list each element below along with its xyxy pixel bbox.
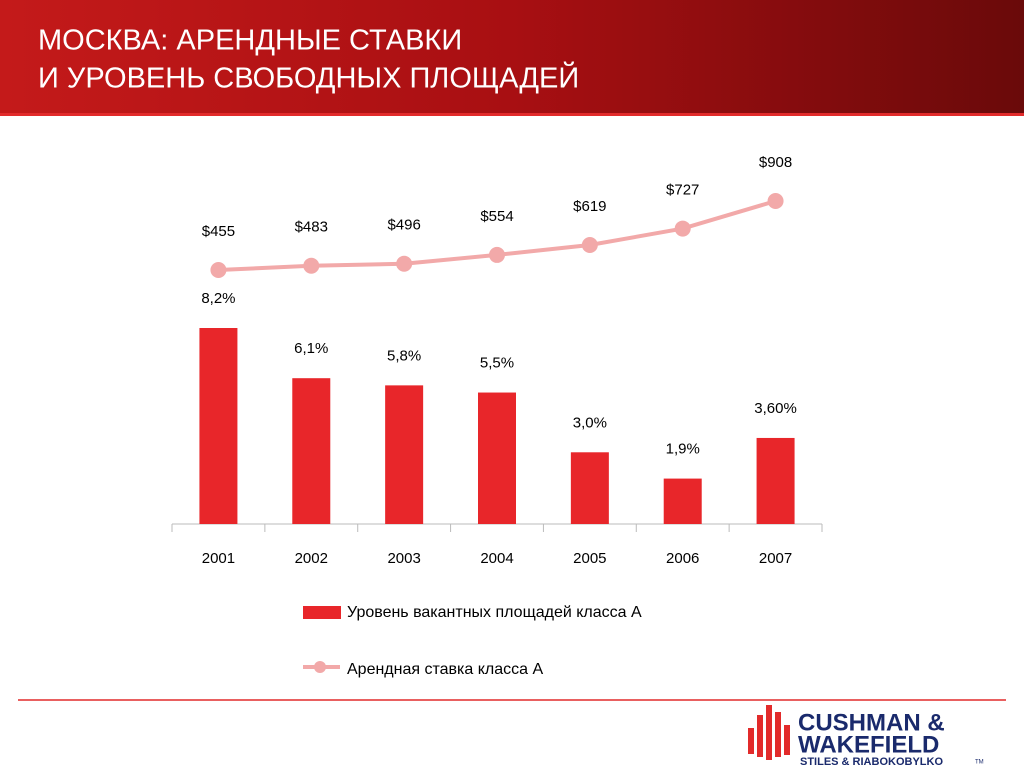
legend-label: Арендная ставка класса А	[347, 661, 543, 678]
logo-text: STILES & RIABOKOBYLKO	[800, 756, 943, 768]
value-label: 8,2%	[201, 290, 235, 307]
value-label: $554	[480, 208, 513, 225]
bar	[570, 452, 609, 524]
bar	[385, 385, 424, 524]
marker	[210, 262, 227, 278]
value-label: $455	[202, 223, 235, 240]
title-line: И УРОВЕНЬ СВОБОДНЫХ ПЛОЩАДЕЙ	[38, 61, 579, 95]
logo-tm: TM	[975, 760, 984, 766]
bar	[292, 378, 331, 524]
value-label: $496	[387, 217, 420, 234]
value-label: 3,0%	[573, 414, 607, 431]
logo-icon	[748, 705, 790, 760]
value-label: $483	[295, 219, 328, 236]
x-tick-label: 2007	[759, 550, 792, 567]
bar	[663, 478, 702, 524]
marker	[674, 220, 691, 237]
value-label: 5,8%	[387, 347, 421, 364]
bar	[199, 328, 238, 524]
marker	[767, 193, 784, 209]
x-tick-label: 2005	[573, 550, 606, 567]
x-tick-label: 2003	[387, 550, 420, 567]
marker	[581, 237, 598, 254]
value-label: 6,1%	[294, 340, 328, 357]
title-line: МОСКВА: АРЕНДНЫЕ СТАВКИ	[38, 25, 462, 57]
marker	[489, 246, 505, 263]
value-label: $727	[666, 182, 699, 199]
x-tick-label: 2006	[666, 550, 699, 567]
x-tick-label: 2001	[202, 550, 235, 567]
value-label: 5,5%	[480, 355, 514, 372]
value-label: 3,60%	[754, 400, 797, 417]
logo-text: CUSHMAN &	[798, 709, 945, 736]
bar	[478, 392, 516, 524]
marker	[303, 257, 320, 274]
legend-swatch	[303, 606, 341, 619]
marker	[396, 255, 413, 272]
bar	[756, 437, 795, 524]
value-label: 1,9%	[666, 441, 700, 458]
value-label: $619	[573, 198, 606, 215]
logo-text: WAKEFIELD	[798, 731, 939, 758]
header-bg	[0, 0, 1024, 115]
x-tick-label: 2002	[295, 550, 328, 567]
header-rule	[0, 113, 1024, 116]
legend-swatch	[314, 661, 326, 673]
value-label: $908	[759, 154, 792, 171]
legend-label: Уровень вакантных площадей класса А	[347, 604, 642, 621]
x-tick-label: 2004	[480, 550, 513, 567]
